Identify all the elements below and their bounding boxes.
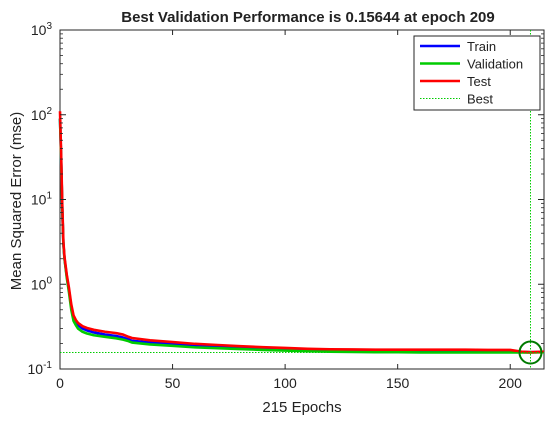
legend-label-best: Best bbox=[467, 92, 493, 107]
y-tick-label: 103 bbox=[31, 21, 53, 38]
y-tick-label: 100 bbox=[31, 275, 53, 292]
legend-box bbox=[413, 35, 541, 111]
x-tick-label: 0 bbox=[56, 375, 64, 391]
legend-label-validation: Validation bbox=[467, 57, 523, 72]
chart-title: Best Validation Performance is 0.15644 a… bbox=[121, 9, 495, 26]
y-tick-label: 10-1 bbox=[28, 360, 53, 377]
best-layer bbox=[60, 30, 544, 369]
legend-label-train: Train bbox=[467, 39, 496, 54]
best-point-marker bbox=[518, 340, 543, 365]
legend: Train Validation Test Best bbox=[413, 35, 541, 111]
x-axis-label: 215 Epochs bbox=[262, 399, 341, 416]
series-line-test bbox=[58, 111, 545, 354]
x-tick-label: 200 bbox=[499, 375, 523, 391]
y-tick-label: 102 bbox=[31, 106, 53, 123]
x-tick-label: 100 bbox=[273, 375, 297, 391]
y-tick-label: 101 bbox=[31, 191, 53, 208]
x-tick-label: 50 bbox=[165, 375, 181, 391]
legend-label-test: Test bbox=[467, 74, 491, 89]
axis-layer: 0 50 100 150 200 10-1 100 101 102 103 bbox=[28, 21, 544, 391]
x-tick-label: 150 bbox=[386, 375, 410, 391]
y-axis-label: Mean Squared Error (mse) bbox=[8, 112, 25, 290]
